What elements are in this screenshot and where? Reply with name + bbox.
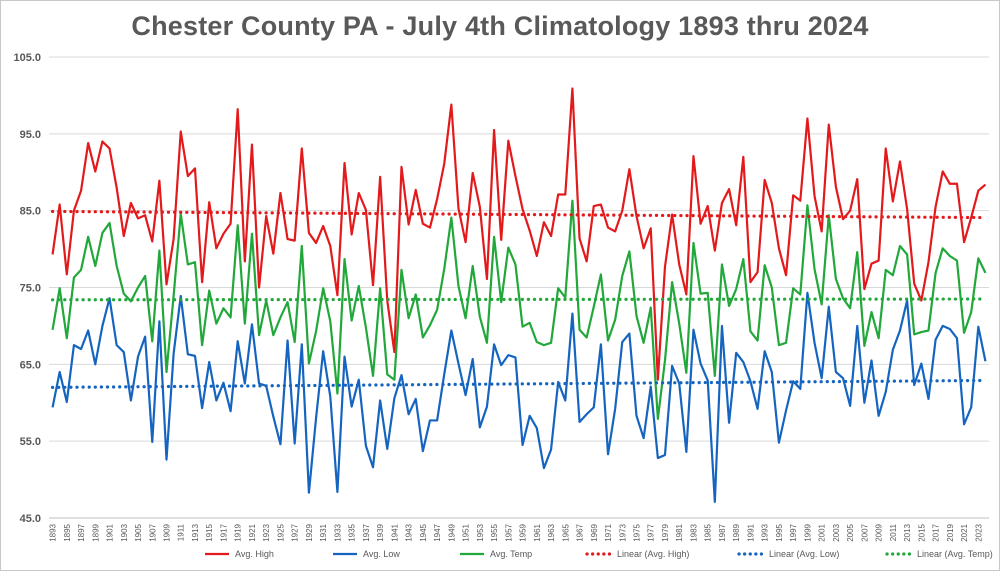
gridlines: [49, 56, 989, 519]
legend-label: Linear (Avg. High): [617, 549, 689, 559]
x-tick-label: 1923: [262, 523, 271, 541]
x-tick-label: 1993: [761, 523, 770, 541]
x-tick-label: 1951: [462, 523, 471, 541]
x-tick-label: 1965: [561, 523, 570, 541]
x-tick-label: 1961: [533, 523, 542, 541]
x-tick-label: 1935: [348, 523, 357, 541]
x-tick-label: 1899: [91, 523, 100, 541]
x-tick-label: 1979: [661, 523, 670, 541]
x-tick-label: 1913: [191, 523, 200, 541]
x-tick-label: 1969: [590, 523, 599, 541]
x-tick-label: 1893: [49, 523, 58, 541]
x-tick-label: 1919: [234, 523, 243, 541]
x-tick-label: 1897: [77, 523, 86, 541]
x-tick-label: 1921: [248, 523, 257, 541]
x-tick-label: 1987: [718, 523, 727, 541]
x-tick-label: 1929: [305, 523, 314, 541]
series-line-avg-high: [51, 87, 987, 381]
x-tick-label: 1981: [675, 523, 684, 541]
x-tick-label: 1983: [689, 523, 698, 541]
y-tick-label: 85.0: [20, 206, 41, 218]
x-tick-label: 1977: [647, 523, 656, 541]
y-tick-label: 75.0: [20, 283, 41, 295]
x-tick-label: 1959: [519, 523, 528, 541]
legend-label: Linear (Avg. Temp): [917, 549, 993, 559]
x-tick-label: 2007: [860, 523, 869, 541]
x-tick-label: 1903: [120, 523, 129, 541]
x-tick-label: 1999: [803, 523, 812, 541]
x-tick-label: 1939: [376, 523, 385, 541]
chart-title: Chester County PA - July 4th Climatology…: [131, 11, 869, 41]
x-tick-label: 1931: [319, 523, 328, 541]
y-tick-label: 105.0: [13, 52, 41, 64]
x-tick-label: 2023: [974, 523, 983, 541]
x-tick-label: 1973: [618, 523, 627, 541]
x-tick-label: 1901: [106, 523, 115, 541]
x-tick-label: 1917: [219, 523, 228, 541]
x-tick-label: 1955: [490, 523, 499, 541]
legend-label: Avg. High: [235, 549, 274, 559]
x-tick-label: 2011: [889, 523, 898, 541]
x-tick-label: 1953: [476, 523, 485, 541]
legend-label: Avg. Temp: [490, 549, 532, 559]
x-tick-label: 1943: [405, 523, 414, 541]
x-tick-label: 2021: [960, 523, 969, 541]
x-tick-label: 1925: [276, 523, 285, 541]
y-axis-ticks: 45.0 55.0 65.0 75.0 85.0 95.0 105.0: [13, 52, 41, 525]
series-line-avg-low: [51, 291, 987, 503]
x-tick-label: 1909: [163, 523, 172, 541]
x-tick-label: 1915: [205, 523, 214, 541]
series-line-avg-temp: [51, 199, 987, 420]
x-axis-ticks: 1893 1895 1897 1899 1901 1903 1905 1907 1909 1911…: [49, 523, 984, 541]
x-tick-label: 2009: [875, 523, 884, 541]
series-lines: [50, 87, 988, 503]
legend-label: Linear (Avg. Low): [769, 549, 839, 559]
x-tick-label: 2015: [917, 523, 926, 541]
x-tick-label: 1957: [504, 523, 513, 541]
x-tick-label: 1905: [134, 523, 143, 541]
x-tick-label: 1975: [633, 523, 642, 541]
x-tick-label: 1989: [732, 523, 741, 541]
x-tick-label: 1895: [63, 523, 72, 541]
x-tick-label: 1963: [547, 523, 556, 541]
x-tick-label: 2001: [818, 523, 827, 541]
x-tick-label: 1985: [704, 523, 713, 541]
x-tick-label: 1947: [433, 523, 442, 541]
x-tick-label: 1927: [291, 523, 300, 541]
x-tick-label: 1933: [333, 523, 342, 541]
x-tick-label: 1949: [447, 523, 456, 541]
x-tick-label: 1907: [148, 523, 157, 541]
x-tick-label: 2005: [846, 523, 855, 541]
x-tick-label: 2019: [946, 523, 955, 541]
x-tick-label: 1937: [362, 523, 371, 541]
x-tick-label: 1995: [775, 523, 784, 541]
legend: Avg. High Avg. Low Avg. Temp Linear (Avg. H…: [205, 549, 993, 559]
x-tick-label: 2017: [932, 523, 941, 541]
x-tick-label: 1967: [576, 523, 585, 541]
y-tick-label: 65.0: [20, 359, 41, 371]
y-tick-label: 95.0: [20, 129, 41, 141]
x-tick-label: 1997: [789, 523, 798, 541]
legend-label: Avg. Low: [363, 549, 400, 559]
x-tick-label: 2003: [832, 523, 841, 541]
x-tick-label: 1991: [746, 523, 755, 541]
x-tick-label: 1911: [177, 523, 186, 541]
x-tick-label: 1941: [390, 523, 399, 541]
x-tick-label: 1945: [419, 523, 428, 541]
x-tick-label: 2013: [903, 523, 912, 541]
x-tick-label: 1971: [604, 523, 613, 541]
y-tick-label: 55.0: [20, 436, 41, 448]
y-tick-label: 45.0: [20, 513, 41, 525]
